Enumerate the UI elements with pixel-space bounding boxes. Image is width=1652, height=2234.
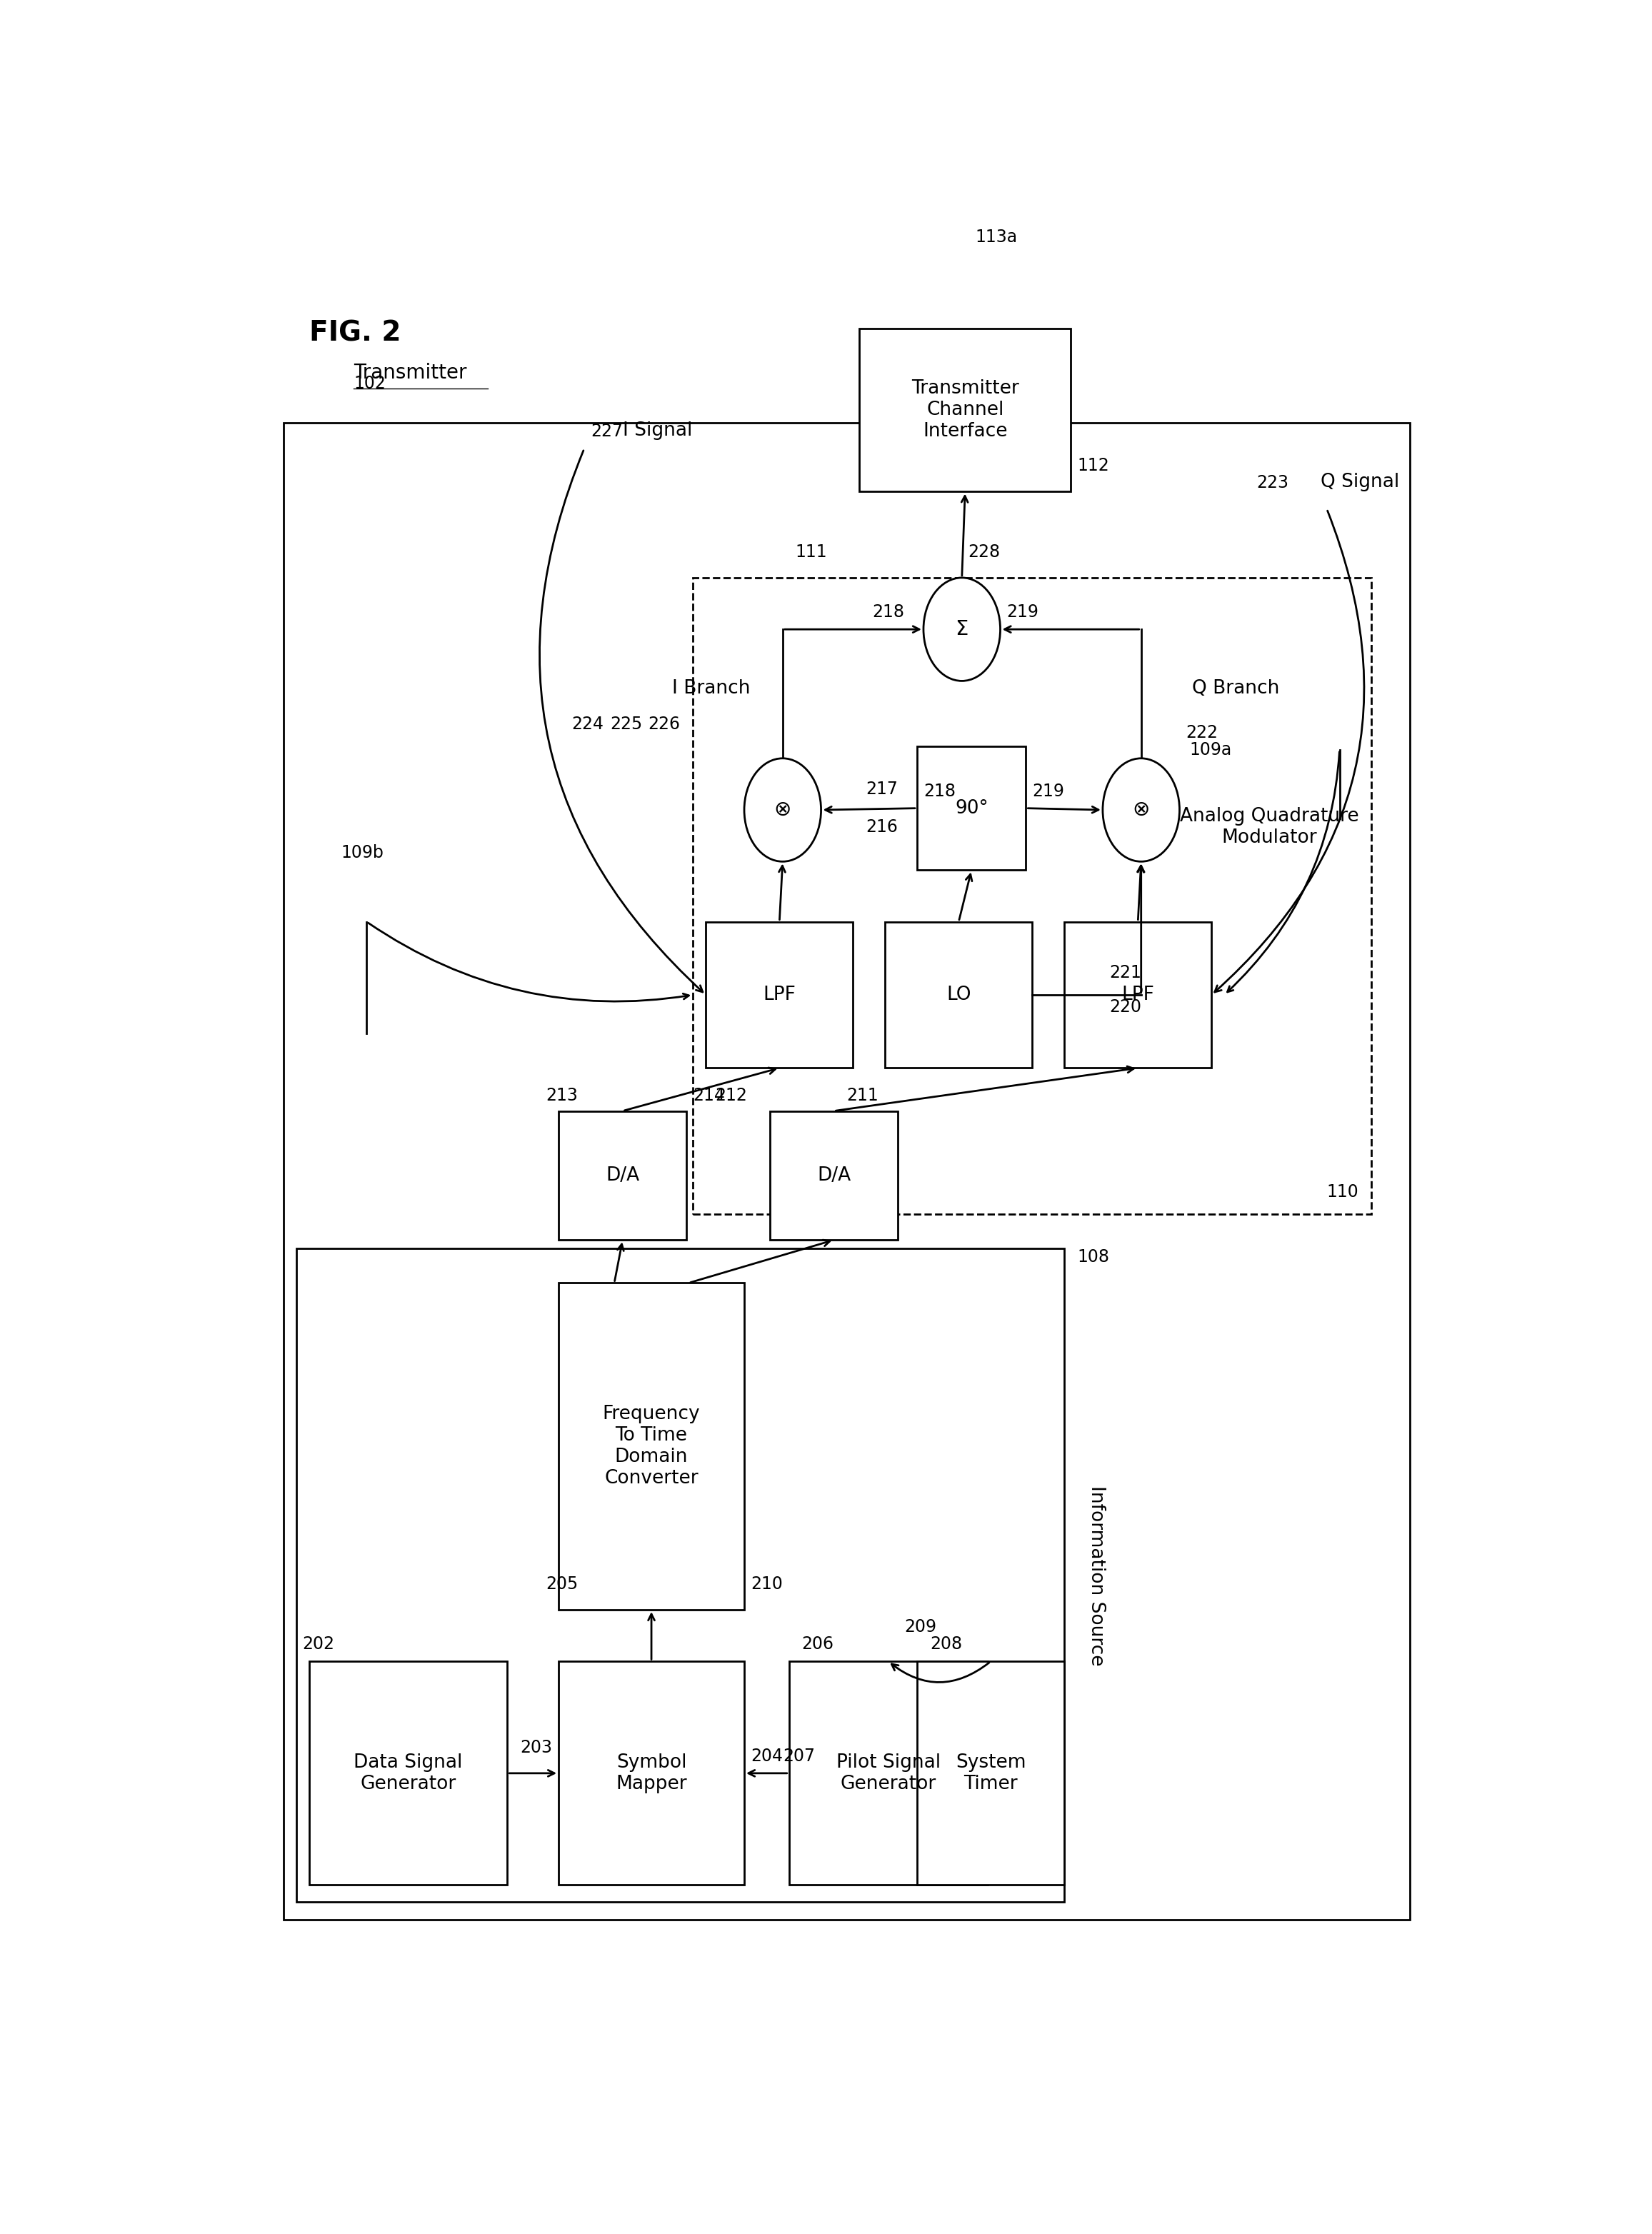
Text: 102: 102 <box>354 375 387 391</box>
Text: 204: 204 <box>750 1747 783 1765</box>
Text: Symbol
Mapper: Symbol Mapper <box>616 1754 687 1794</box>
Text: ⊗: ⊗ <box>773 800 791 820</box>
FancyBboxPatch shape <box>284 422 1411 1919</box>
Circle shape <box>1104 757 1180 862</box>
Text: 220: 220 <box>1108 999 1142 1016</box>
FancyBboxPatch shape <box>694 579 1371 1215</box>
FancyBboxPatch shape <box>790 1662 988 1885</box>
Text: 203: 203 <box>520 1738 552 1756</box>
Text: 219: 219 <box>1006 603 1039 621</box>
Text: 110: 110 <box>1327 1184 1360 1200</box>
Text: 223: 223 <box>1257 474 1289 491</box>
Text: I Signal: I Signal <box>623 422 692 440</box>
FancyBboxPatch shape <box>859 328 1070 491</box>
Text: 221: 221 <box>1108 963 1142 981</box>
Text: Analog Quadrature
Modulator: Analog Quadrature Modulator <box>1180 806 1360 847</box>
Text: Information Source: Information Source <box>1087 1486 1105 1667</box>
FancyBboxPatch shape <box>917 1662 1064 1885</box>
Text: 111: 111 <box>796 543 828 561</box>
Text: 228: 228 <box>968 543 1001 561</box>
Text: Frequency
To Time
Domain
Converter: Frequency To Time Domain Converter <box>603 1405 700 1488</box>
Text: 225: 225 <box>610 715 643 733</box>
FancyBboxPatch shape <box>885 923 1032 1068</box>
FancyBboxPatch shape <box>558 1110 687 1240</box>
Text: D/A: D/A <box>606 1166 639 1184</box>
Text: LO: LO <box>947 985 971 1003</box>
Circle shape <box>743 757 821 862</box>
FancyBboxPatch shape <box>705 923 852 1068</box>
Text: 112: 112 <box>1077 458 1108 474</box>
Text: Transmitter
Channel
Interface: Transmitter Channel Interface <box>912 380 1019 440</box>
Text: 214: 214 <box>694 1088 725 1104</box>
Text: D/A: D/A <box>818 1166 851 1184</box>
FancyBboxPatch shape <box>1064 923 1211 1068</box>
Text: 217: 217 <box>866 780 899 798</box>
Text: 108: 108 <box>1077 1249 1108 1267</box>
Text: Transmitter: Transmitter <box>354 362 468 382</box>
Text: 208: 208 <box>930 1635 961 1653</box>
Text: 226: 226 <box>648 715 681 733</box>
Text: 213: 213 <box>545 1088 578 1104</box>
Text: 218: 218 <box>923 782 955 800</box>
Text: 222: 222 <box>1186 724 1218 742</box>
Text: 212: 212 <box>715 1088 747 1104</box>
Text: 207: 207 <box>783 1747 814 1765</box>
FancyBboxPatch shape <box>770 1110 899 1240</box>
Text: Q Branch: Q Branch <box>1193 679 1280 697</box>
Text: 113a: 113a <box>975 228 1018 246</box>
Text: ⊗: ⊗ <box>1132 800 1150 820</box>
Text: 216: 216 <box>866 818 899 836</box>
Text: 209: 209 <box>904 1617 937 1635</box>
Text: 218: 218 <box>872 603 904 621</box>
Text: 224: 224 <box>572 715 603 733</box>
Text: System
Timer: System Timer <box>955 1754 1026 1794</box>
Text: Data Signal
Generator: Data Signal Generator <box>354 1754 463 1794</box>
Text: Pilot Signal
Generator: Pilot Signal Generator <box>836 1754 940 1794</box>
Text: Q Signal: Q Signal <box>1320 474 1399 491</box>
Text: LPF: LPF <box>763 985 796 1003</box>
Text: 109a: 109a <box>1189 742 1232 757</box>
FancyBboxPatch shape <box>296 1249 1064 1903</box>
FancyBboxPatch shape <box>558 1282 745 1611</box>
Circle shape <box>923 579 1001 681</box>
Text: 219: 219 <box>1032 782 1064 800</box>
Text: I Branch: I Branch <box>672 679 750 697</box>
Text: 206: 206 <box>801 1635 834 1653</box>
Text: 109b: 109b <box>340 844 383 862</box>
FancyBboxPatch shape <box>309 1662 507 1885</box>
FancyBboxPatch shape <box>917 746 1026 869</box>
FancyBboxPatch shape <box>558 1662 745 1885</box>
Text: 205: 205 <box>545 1575 578 1593</box>
Text: 210: 210 <box>750 1575 783 1593</box>
Text: 227: 227 <box>591 422 623 440</box>
Text: 90°: 90° <box>955 800 988 818</box>
Text: FIG. 2: FIG. 2 <box>309 319 401 346</box>
Text: 202: 202 <box>302 1635 335 1653</box>
Text: LPF: LPF <box>1122 985 1155 1003</box>
Text: Σ: Σ <box>955 619 968 639</box>
Text: 211: 211 <box>847 1088 879 1104</box>
